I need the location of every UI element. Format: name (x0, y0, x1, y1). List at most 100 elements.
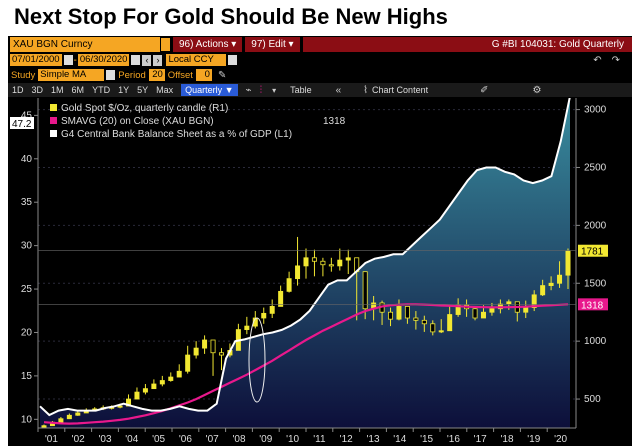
value-badge (578, 244, 608, 257)
candle-body (531, 294, 537, 308)
candle-body (278, 290, 284, 307)
line-chart-icon[interactable]: ⌁ (245, 84, 252, 96)
legend-gdp: G4 Central Bank Balance Sheet as a % of … (61, 129, 292, 140)
right-tick-label: 3000 (584, 105, 607, 116)
x-tick-label: '20 (554, 434, 567, 445)
chevron-left-icon[interactable]: ‹ (142, 54, 152, 66)
start-date-field[interactable]: 07/01/2000 (10, 54, 62, 66)
edit-icon[interactable]: ✐ (480, 84, 489, 96)
candle-body (345, 257, 351, 261)
candle-body (134, 391, 140, 400)
right-value-badges: 1781 1318 (38, 244, 608, 311)
date-row: 07/01/2000 - 06/30/2020 ‹ › Local CCY ↶ … (10, 54, 620, 66)
settings-icon[interactable]: ⚙ (532, 84, 542, 96)
gdp-area (40, 98, 570, 428)
study-select[interactable]: Simple MA (38, 69, 105, 81)
legend-swatch-sma (50, 117, 57, 124)
collapse-icon[interactable]: « (335, 84, 342, 96)
table-button[interactable]: Table (290, 85, 312, 95)
candle-body (159, 380, 165, 385)
candle-body (472, 308, 478, 319)
x-tick-label: '04 (125, 434, 138, 445)
chart-type-dropdown[interactable]: ▾ (272, 85, 277, 95)
candle-body (244, 325, 250, 330)
candle-body (447, 314, 453, 332)
candle-body (66, 414, 72, 420)
sma-line (43, 303, 569, 425)
x-tick-label: '12 (340, 434, 353, 445)
x-tick-label: '09 (259, 434, 272, 445)
candle-body (480, 311, 486, 319)
pen-icon[interactable]: ✎ (217, 69, 227, 81)
right-tick-label: 2000 (584, 220, 607, 231)
candle-body (548, 282, 554, 286)
right-tick-label: 2500 (584, 162, 607, 173)
chevron-right-icon[interactable]: › (153, 54, 163, 66)
range-toolbar: 1D 3D 1M 6M YTD 1Y 5Y Max Quarterly ▼ ⌁ … (8, 83, 632, 97)
candle-body (337, 259, 343, 267)
x-tick-label: '13 (366, 434, 379, 445)
study-dropdown[interactable] (106, 70, 116, 80)
range-1y[interactable]: 1Y (118, 85, 130, 95)
x-tick-label: '02 (72, 434, 85, 445)
currency-select[interactable]: Local CCY (166, 54, 227, 66)
range-1m[interactable]: 1M (51, 85, 64, 95)
candle-body (362, 271, 368, 310)
left-tick-label: 30 (21, 241, 33, 252)
candle-body (117, 405, 123, 408)
gdp-line (39, 98, 571, 417)
candle-body (388, 311, 394, 320)
candle-body (320, 260, 326, 266)
chart-title: G #BI 104031: Gold Quarterly (302, 36, 632, 52)
range-5y[interactable]: 5Y (137, 85, 149, 95)
edit-menu[interactable]: 97) Edit ▾ (245, 36, 300, 52)
left-current-badge (10, 117, 34, 129)
legend: Gold Spot $/Oz, quarterly candle (R1) SM… (50, 103, 346, 140)
chart-content-icon[interactable]: ⌇ (363, 84, 369, 96)
left-tick-label: 45 (21, 110, 33, 121)
study-row: Study Simple MA Period 20 Offset 0 ✎ (8, 68, 632, 82)
currency-dropdown[interactable] (228, 55, 238, 65)
right-axis-ticks: 500 1000 1500 2000 2500 3000 (576, 105, 607, 405)
candle-body (176, 370, 182, 378)
candle-body (151, 383, 157, 390)
study-label: Study (11, 69, 36, 81)
candle-body (565, 250, 571, 276)
offset-field[interactable]: 0 (195, 69, 212, 81)
end-date-field[interactable]: 06/30/2020 (77, 54, 130, 66)
value-badge-label: 1318 (581, 300, 604, 311)
headline: Next Stop For Gold Should Be New Highs (14, 4, 448, 29)
x-tick-label: '17 (474, 434, 487, 445)
undo-icon[interactable]: ↶ (593, 54, 602, 66)
security-field[interactable]: XAU BGN Curncy (10, 36, 160, 52)
security-dropdown[interactable] (161, 37, 170, 51)
actions-menu[interactable]: 96) Actions ▾ (173, 36, 243, 52)
candle-body (58, 418, 64, 423)
bar-chart-icon[interactable]: ⫶ (259, 84, 263, 96)
bloomberg-terminal: XAU BGN Curncy 96) Actions ▾ 97) Edit ▾ … (8, 36, 632, 446)
legend-sma: SMAVG (20) on Close (XAU BGN) (61, 116, 214, 127)
legend-swatch-gdp (50, 130, 57, 137)
command-bar: XAU BGN Curncy 96) Actions ▾ 97) Edit ▾ … (8, 36, 632, 52)
chart-content-button[interactable]: Chart Content (372, 85, 429, 95)
range-max[interactable]: Max (156, 85, 174, 95)
calendar-icon[interactable] (63, 55, 73, 65)
candle-body (413, 317, 419, 321)
redo-icon[interactable]: ↷ (611, 54, 620, 66)
x-tick-label: '07 (206, 434, 219, 445)
range-ytd[interactable]: YTD (92, 85, 111, 95)
range-1d[interactable]: 1D (12, 85, 24, 95)
left-axis-ticks: 10 15 20 25 30 35 40 45 (21, 110, 38, 425)
frequency-select[interactable]: Quarterly ▼ (181, 84, 238, 96)
period-field[interactable]: 20 (148, 69, 165, 81)
range-6m[interactable]: 6M (71, 85, 85, 95)
calendar-icon[interactable] (131, 55, 141, 65)
candle-body (303, 257, 309, 267)
range-3d[interactable]: 3D (31, 85, 44, 95)
left-current-value: 47.2 (12, 119, 32, 130)
value-badge (578, 298, 608, 311)
candle-body (168, 376, 174, 381)
left-tick-label: 25 (21, 284, 33, 295)
legend-gold: Gold Spot $/Oz, quarterly candle (R1) (61, 103, 228, 114)
value-badge-label: 1781 (581, 247, 604, 258)
